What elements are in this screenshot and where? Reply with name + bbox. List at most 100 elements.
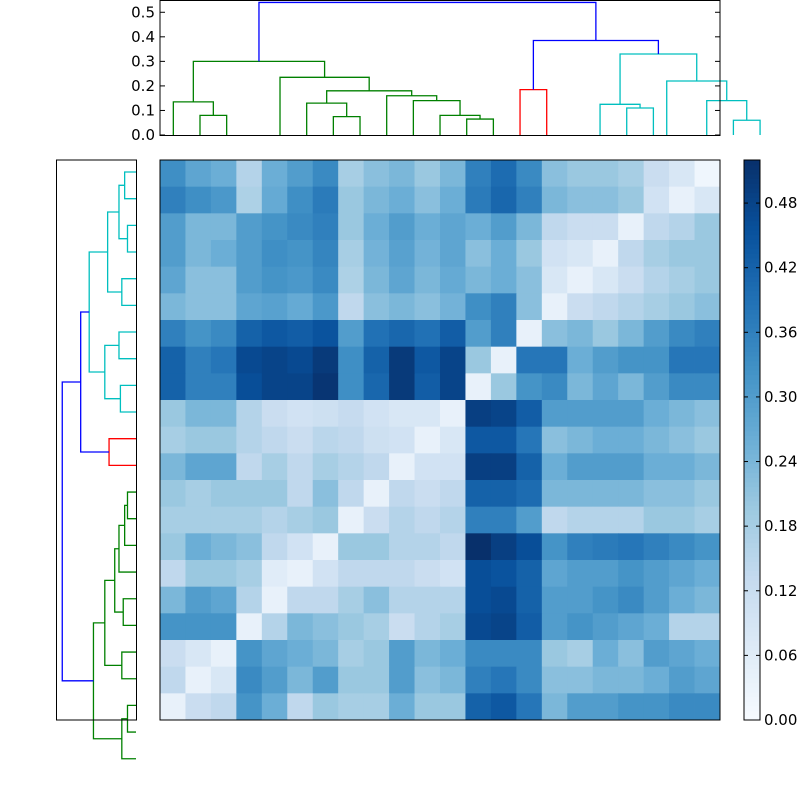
colorbar-segment — [744, 454, 760, 460]
heatmap-cell — [287, 373, 314, 401]
colorbar-segment — [744, 547, 760, 553]
heatmap-cell — [389, 426, 415, 454]
top-link-8 — [326, 90, 413, 104]
heatmap-cell — [643, 373, 670, 401]
heatmap-cell — [669, 693, 695, 721]
heatmap-cell — [694, 186, 721, 214]
heatmap-cell — [261, 586, 288, 614]
colorbar-segment — [744, 169, 760, 175]
colorbar-segment — [744, 622, 760, 628]
heatmap-cell — [516, 426, 543, 454]
heatmap-cell — [541, 613, 568, 641]
colorbar-segment — [744, 603, 760, 609]
heatmap-cell — [592, 586, 619, 614]
heatmap-cell — [338, 186, 365, 214]
colorbar-segment — [744, 304, 760, 310]
heatmap-cell — [516, 533, 543, 561]
heatmap-cell — [210, 533, 237, 561]
colorbar-segment — [744, 174, 760, 180]
heatmap-cell — [694, 373, 721, 401]
heatmap-cell — [389, 346, 415, 374]
heatmap-cell — [287, 480, 314, 508]
heatmap-cell — [440, 640, 466, 668]
colorbar-segment — [744, 318, 760, 324]
colorbar-segment — [744, 183, 760, 189]
heatmap-cell — [541, 160, 568, 188]
heatmap-cell — [541, 453, 568, 481]
heatmap-cell — [465, 480, 492, 508]
colorbar-segment — [744, 211, 760, 217]
heatmap-cell — [669, 266, 695, 294]
colorbar-segment — [744, 542, 760, 548]
colorbar-segment — [744, 435, 760, 441]
heatmap-cell — [490, 160, 517, 188]
heatmap-cell — [694, 693, 721, 721]
colorbar-segment — [744, 668, 760, 674]
heatmap-cell — [465, 533, 492, 561]
colorbar-segment — [744, 244, 760, 250]
colorbar-segment — [744, 673, 760, 679]
heatmap-cell — [440, 586, 466, 614]
colorbar-segment — [744, 216, 760, 222]
heatmap-cell — [185, 666, 212, 694]
colorbar-segment — [744, 346, 760, 352]
heatmap-cell — [490, 266, 517, 294]
colorbar-segment — [744, 426, 760, 432]
heatmap-cell — [389, 213, 415, 241]
heatmap-cell — [618, 453, 645, 481]
heatmap-cell — [669, 506, 695, 534]
heatmap-cell — [669, 320, 695, 348]
left-link-9 — [108, 438, 136, 467]
heatmap-cell — [541, 506, 568, 534]
colorbar-segment — [744, 458, 760, 464]
heatmap-cell — [490, 293, 517, 321]
heatmap-cell — [312, 213, 339, 241]
heatmap-cell — [669, 666, 695, 694]
heatmap-cell — [389, 453, 415, 481]
heatmap-cell — [312, 560, 339, 588]
heatmap-cell — [440, 560, 466, 588]
heatmap-cell — [287, 453, 314, 481]
heatmap-cell — [618, 640, 645, 668]
heatmap-cell — [210, 240, 237, 268]
heatmap-cell — [440, 213, 466, 241]
heatmap-cell — [669, 293, 695, 321]
heatmap-cell — [389, 506, 415, 534]
heatmap-cell — [541, 266, 568, 294]
heatmap-cell — [465, 320, 492, 348]
heatmap-cell — [287, 346, 314, 374]
colorbar-ticks: 0.00 0.06 0.12 0.18 0.24 0.30 0.36 0.42 0.48 — [744, 194, 797, 729]
colorbar-segment — [744, 608, 760, 614]
heatmap-cell — [363, 186, 390, 214]
heatmap-cell — [618, 213, 645, 241]
heatmap-cell — [236, 213, 263, 241]
heatmap-cell — [643, 400, 670, 428]
heatmap-cell — [287, 506, 314, 534]
heatmap-cell — [669, 560, 695, 588]
top-link-5 — [439, 114, 481, 135]
top-ytick-label-2: 0.2 — [131, 77, 155, 95]
colorbar-segment — [744, 682, 760, 688]
colorbar-segment — [744, 528, 760, 534]
heatmap-cell — [236, 426, 263, 454]
heatmap-cell — [669, 186, 695, 214]
heatmap-cell — [567, 266, 594, 294]
heatmap-cell — [160, 613, 186, 641]
colorbar-segment — [744, 356, 760, 362]
heatmap-cell — [618, 320, 645, 348]
heatmap-cell — [185, 240, 212, 268]
heatmap-cell — [312, 186, 339, 214]
heatmap-cell — [185, 186, 212, 214]
heatmap-cell — [160, 320, 186, 348]
heatmap-cell — [363, 160, 390, 188]
heatmap-cell — [465, 400, 492, 428]
colorbar-segment — [744, 272, 760, 278]
heatmap-cell — [592, 560, 619, 588]
colorbar-segment — [744, 337, 760, 343]
colorbar-segment — [744, 393, 760, 399]
heatmap-cell — [414, 186, 441, 214]
colorbar-segment — [744, 626, 760, 632]
colorbar-segment — [744, 640, 760, 646]
heatmap-cell — [160, 666, 186, 694]
colorbar-segment — [744, 360, 760, 366]
